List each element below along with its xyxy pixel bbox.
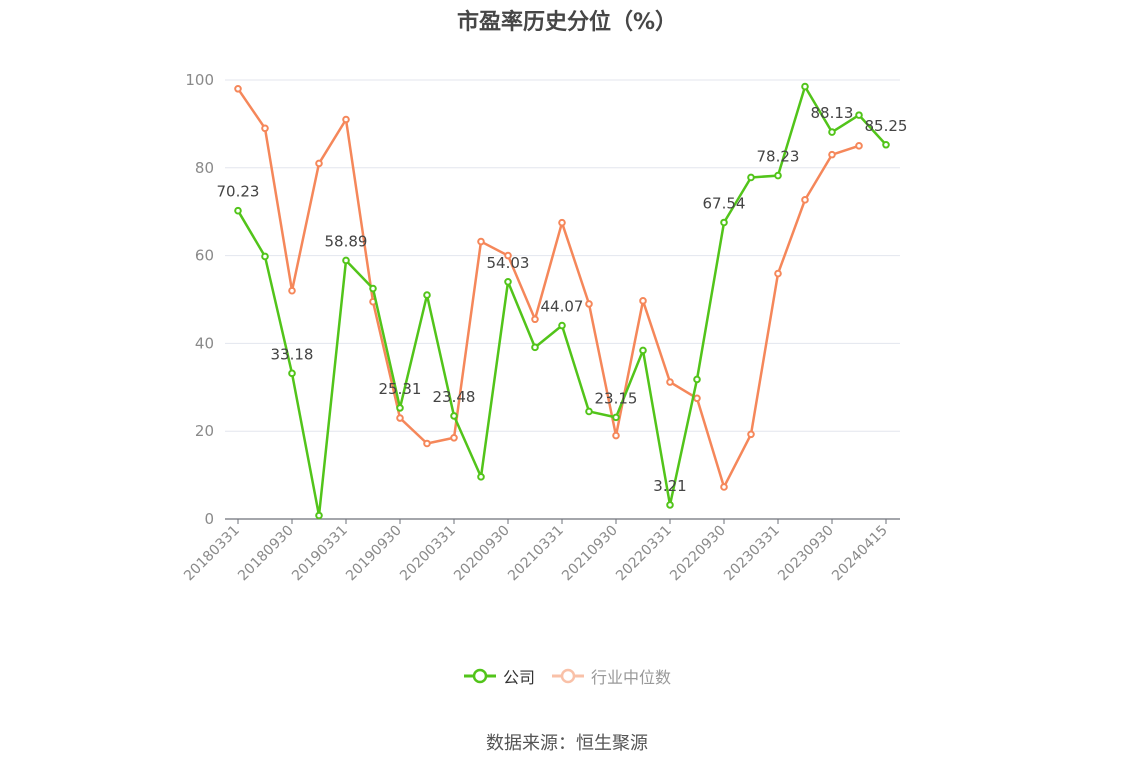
grid-lines <box>225 79 900 432</box>
data-label: 25.31 <box>379 380 422 398</box>
x-tick-label: 20200930 <box>451 523 513 585</box>
industry-median-point <box>450 433 458 442</box>
industry-median-point <box>612 431 620 440</box>
company-point <box>585 407 593 416</box>
company-point <box>369 284 377 293</box>
data-label: 67.54 <box>703 194 746 212</box>
company-point <box>288 369 296 378</box>
x-tick-label: 20210930 <box>559 523 621 585</box>
company-point <box>558 321 566 330</box>
data-label: 33.18 <box>271 345 314 363</box>
data-label: 23.15 <box>595 389 638 407</box>
industry-median-point <box>747 430 755 439</box>
company-point <box>855 111 863 119</box>
legend-line-circle-icon <box>552 668 584 684</box>
data-labels: 70.23 33.18 58.89 25.31 23.48 54.03 44.07 23.15… <box>217 104 908 495</box>
company-point <box>261 252 269 261</box>
industry-median-point <box>234 84 242 93</box>
company-point <box>423 291 431 299</box>
industry-median-point <box>261 124 269 133</box>
industry-median-point <box>639 297 647 305</box>
industry-median-point <box>531 315 539 324</box>
data-label: 23.48 <box>433 388 476 406</box>
y-tick-label: 0 <box>204 510 214 528</box>
industry-median-point <box>288 286 296 295</box>
industry-median-point <box>396 414 404 422</box>
industry-median-line <box>236 88 860 489</box>
industry-median-point <box>423 439 431 448</box>
company-point <box>234 206 242 215</box>
industry-median-point <box>504 251 512 260</box>
x-tick-label: 20220930 <box>667 523 729 585</box>
legend-line-circle-icon <box>463 668 496 684</box>
y-tick-label: 40 <box>195 334 214 352</box>
x-tick-label: 20240415 <box>829 523 891 585</box>
x-tick-label: 20200331 <box>397 523 459 585</box>
x-tick-label: 20180331 <box>181 523 243 585</box>
company-point <box>801 82 809 91</box>
data-label: 70.23 <box>217 183 260 201</box>
company-point <box>747 173 755 182</box>
x-tick-label: 20210331 <box>505 523 567 585</box>
x-tick-label: 20190930 <box>343 523 405 585</box>
y-tick-label: 20 <box>195 422 214 440</box>
company-point <box>720 218 728 227</box>
industry-median-point <box>801 196 809 204</box>
industry-median-point <box>720 483 728 491</box>
industry-median-point <box>774 269 782 278</box>
y-tick-label: 100 <box>185 71 214 89</box>
y-tick-label: 80 <box>195 159 214 177</box>
industry-median-point <box>693 394 701 403</box>
data-label: 3.21 <box>653 477 686 495</box>
legend-label: 行业中位数 <box>591 668 672 687</box>
data-label: 54.03 <box>487 254 530 272</box>
chart-title: 市盈率历史分位（%） <box>456 10 678 35</box>
x-tick-label: 20230930 <box>775 523 837 585</box>
legend-label: 公司 <box>502 668 535 687</box>
data-label: 78.23 <box>757 148 800 166</box>
data-label: 85.25 <box>865 117 908 135</box>
industry-median-point <box>855 142 863 150</box>
company-point <box>504 278 512 286</box>
legend-item[interactable]: 行业中位数 <box>551 664 671 688</box>
industry-median-point <box>342 115 350 124</box>
company-point <box>315 511 323 520</box>
y-tick-label: 60 <box>195 247 214 265</box>
data-label: 58.89 <box>325 232 368 250</box>
x-tick-label: 20190331 <box>289 523 351 585</box>
data-label: 88.13 <box>811 104 854 122</box>
company-point <box>693 375 701 384</box>
source-note: 数据来源：恒生聚源 <box>486 733 648 754</box>
line-chart: 0 20 40 60 80 100 2018033120180930201903312019… <box>181 71 908 585</box>
legend: 公司 行业中位数 <box>0 664 1134 688</box>
x-tick-label: 20180930 <box>235 523 297 585</box>
data-label: 44.07 <box>541 298 584 316</box>
company-point <box>450 412 458 420</box>
industry-median-point <box>666 378 674 386</box>
industry-median-point <box>477 237 485 246</box>
company-point <box>477 473 485 481</box>
legend-item[interactable]: 公司 <box>463 664 535 688</box>
industry-median-point <box>558 218 566 227</box>
company-point <box>666 501 674 509</box>
company-point <box>612 413 620 422</box>
industry-median-point <box>315 159 323 168</box>
industry-median-point <box>828 150 836 159</box>
x-tick-label: 20220331 <box>613 523 675 585</box>
company-point <box>882 140 890 149</box>
company-point <box>531 343 539 352</box>
company-point <box>396 404 404 412</box>
industry-median-point <box>585 300 593 308</box>
x-tick-label: 20230331 <box>721 523 783 585</box>
series-lines <box>234 82 890 520</box>
company-point <box>828 128 836 136</box>
company-point <box>342 256 350 265</box>
company-point <box>639 346 647 355</box>
company-point <box>774 171 782 180</box>
